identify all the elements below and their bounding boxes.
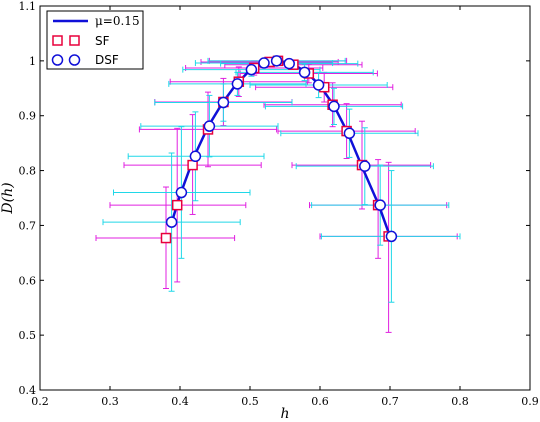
legend: μ=0.15 SF DSF bbox=[46, 10, 144, 70]
x-tick-label: 0.3 bbox=[101, 395, 119, 408]
markers-layer bbox=[160, 55, 398, 244]
x-tick-label: 0.9 bbox=[521, 395, 539, 408]
y-tick-label: 1 bbox=[29, 55, 36, 68]
sf-square-marker bbox=[171, 199, 183, 211]
dsf-circle-marker bbox=[231, 78, 244, 90]
dsf-circle-marker bbox=[374, 199, 386, 211]
dsf-circle-marker bbox=[175, 186, 188, 199]
legend-label-fit: μ=0.15 bbox=[95, 14, 140, 28]
x-tick-label: 0.4 bbox=[171, 395, 189, 408]
y-tick-label: 0.9 bbox=[19, 110, 37, 123]
x-tick-label: 0.5 bbox=[241, 395, 259, 408]
plot-frame bbox=[39, 5, 531, 391]
legend-label-dsf: DSF bbox=[95, 53, 119, 67]
legend-dsf-circle-swatch-2 bbox=[68, 54, 81, 66]
dsf-circle-marker bbox=[298, 66, 311, 79]
y-tick-label: 0.5 bbox=[19, 329, 37, 342]
sf-square-marker bbox=[160, 232, 172, 244]
dsf-circle-marker bbox=[203, 120, 216, 132]
legend-sf-square-swatch-1 bbox=[52, 35, 63, 46]
axes-layer: 0.2 0.3 0.4 0.5 0.6 0.7 0.8 0.9 0.4 0.5 0.6 0.7 0.8 0… bbox=[19, 0, 539, 408]
x-axis-label: h bbox=[280, 406, 289, 422]
dsf-circle-marker bbox=[270, 55, 283, 67]
x-tick-label: 0.7 bbox=[381, 395, 399, 408]
dsf-circle-marker bbox=[245, 63, 258, 76]
dsf-circle-marker bbox=[283, 57, 295, 70]
dsf-circle-marker bbox=[312, 79, 325, 91]
dsf-circle-marker bbox=[385, 230, 398, 243]
dsf-circle-marker bbox=[165, 216, 178, 228]
dsf-circle-marker bbox=[189, 150, 202, 163]
y-tick-label: 0.6 bbox=[19, 274, 37, 287]
dsf-circle-marker bbox=[258, 57, 270, 69]
dsf-circle-marker bbox=[343, 127, 356, 140]
y-tick-label: 1.1 bbox=[19, 0, 37, 13]
dsf-circle-marker bbox=[328, 100, 340, 113]
dsf-circle-marker bbox=[217, 96, 230, 109]
dsf-circle-marker bbox=[359, 160, 371, 172]
y-tick-label: 0.7 bbox=[19, 219, 37, 232]
x-tick-label: 0.6 bbox=[311, 395, 329, 408]
legend-sf-square-swatch-2 bbox=[69, 35, 80, 46]
y-tick-label: 0.8 bbox=[19, 165, 37, 178]
x-tick-label: 0.8 bbox=[451, 395, 469, 408]
y-tick-label: 0.4 bbox=[19, 384, 37, 397]
y-axis-label: D(h) bbox=[0, 182, 16, 214]
x-tick-label: 0.2 bbox=[31, 395, 49, 408]
legend-dsf-circle-swatch-1 bbox=[51, 54, 64, 66]
legend-label-sf: SF bbox=[95, 34, 110, 48]
